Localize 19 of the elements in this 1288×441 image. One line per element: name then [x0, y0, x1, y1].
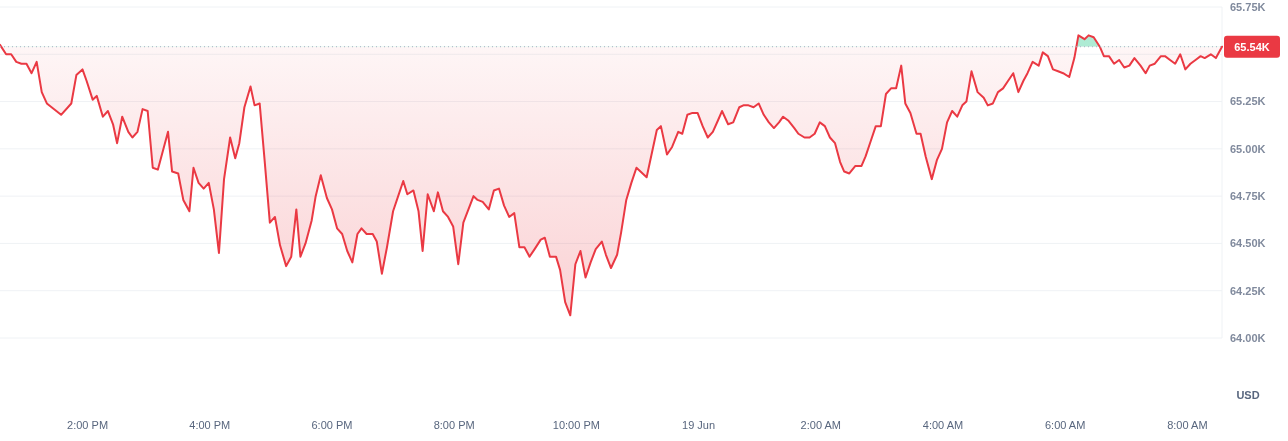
x-tick-label: 19 Jun: [682, 419, 716, 431]
y-tick-label: 65.75K: [1230, 0, 1266, 13]
x-tick-label: 6:00 AM: [1045, 419, 1086, 431]
y-axis-title: USD: [1236, 389, 1260, 401]
y-tick-label: 65.25K: [1230, 95, 1266, 108]
x-tick-label: 8:00 PM: [433, 419, 475, 431]
x-tick-label: 8:00 AM: [1167, 419, 1208, 431]
x-tick-label: 10:00 PM: [552, 419, 600, 431]
y-tick-label: 64.25K: [1230, 284, 1266, 297]
x-tick-label: 2:00 PM: [67, 419, 109, 431]
x-tick-label: 2:00 AM: [800, 419, 841, 431]
x-tick-label: 4:00 PM: [189, 419, 231, 431]
y-tick-label: 64.50K: [1230, 237, 1266, 250]
x-tick-label: 6:00 PM: [311, 419, 353, 431]
y-tick-label: 64.00K: [1230, 331, 1266, 344]
ref-line-label: 65.54K: [1234, 40, 1270, 53]
y-tick-label: 64.75K: [1230, 189, 1266, 202]
x-tick-label: 4:00 AM: [922, 419, 964, 431]
y-tick-label: 65.00K: [1230, 142, 1266, 155]
